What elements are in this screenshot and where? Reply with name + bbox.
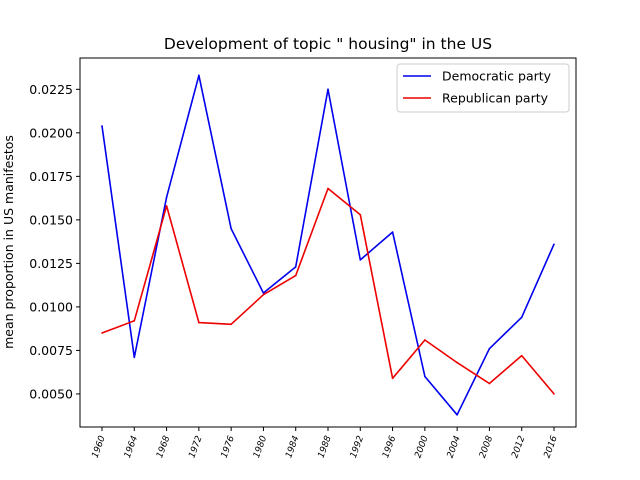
y-axis-label: mean proportion in US manifestos (1, 135, 16, 349)
plot-frame (79, 57, 577, 428)
y-tick-label: 0.0075 (29, 343, 73, 358)
y-tick-label: 0.0050 (29, 386, 73, 401)
x-tick-label: 2016 (543, 434, 560, 459)
data-point (391, 231, 394, 233)
data-point (294, 266, 297, 268)
legend-box (396, 63, 570, 113)
data-point (198, 321, 200, 324)
data-point (101, 125, 103, 127)
data-point (230, 227, 232, 230)
data-point (262, 293, 265, 296)
y-tick-label: 0.0175 (29, 169, 73, 184)
data-point (424, 339, 426, 341)
data-point (165, 205, 168, 207)
x-tick-label: 1968 (155, 434, 172, 459)
x-tick-label: 2008 (478, 434, 495, 459)
data-point (456, 361, 458, 364)
legend-label: Democratic party (442, 69, 552, 84)
data-point (424, 375, 426, 378)
legend-label: Republican party (442, 91, 549, 106)
x-tick-label: 1972 (187, 434, 204, 459)
data-point (101, 332, 103, 334)
y-tick-label: 0.0150 (29, 212, 73, 227)
data-point (198, 74, 200, 77)
x-tick-label: 1992 (349, 434, 366, 459)
data-point (133, 356, 136, 359)
chart-title: Development of topic " housing" in the U… (164, 35, 492, 53)
x-tick-label: 1960 (91, 434, 108, 459)
data-point (456, 414, 458, 416)
data-point (520, 316, 523, 319)
data-point (327, 187, 329, 190)
data-point (262, 292, 265, 294)
data-point (520, 354, 523, 357)
y-tick-label: 0.0100 (29, 299, 73, 314)
y-tick-label: 0.0200 (29, 125, 73, 140)
x-tick-label: 1964 (123, 434, 140, 459)
x-tick-label: 1976 (220, 434, 237, 459)
data-point (553, 393, 555, 395)
data-point (359, 213, 362, 216)
data-point (391, 377, 394, 380)
data-point (133, 320, 136, 322)
data-point (488, 347, 491, 350)
x-tick-label: 1980 (252, 434, 269, 459)
data-point (165, 196, 168, 199)
data-point (359, 259, 362, 261)
y-tick-label: 0.0125 (29, 256, 73, 271)
x-tick-label: 1988 (317, 434, 334, 459)
data-point (230, 323, 232, 326)
series-lines (101, 74, 555, 416)
legend: Democratic party Republican party (396, 63, 570, 113)
x-tick-label: 1984 (284, 434, 301, 459)
series-line-republican (101, 187, 555, 395)
x-tick-label: 1996 (381, 434, 398, 459)
x-tick-label: 2012 (510, 434, 527, 459)
y-tick-label: 0.0225 (29, 82, 73, 97)
series-line-democratic (101, 74, 555, 416)
axis-ticks: 0.0050 0.0075 0.0100 0.0125 0.0150 0.0175 0.02… (29, 82, 560, 460)
x-tick-label: 2000 (413, 434, 430, 459)
data-point (553, 243, 555, 246)
data-point (488, 382, 491, 385)
x-tick-label: 2004 (446, 434, 463, 459)
data-point (294, 274, 297, 277)
data-point (327, 88, 329, 91)
